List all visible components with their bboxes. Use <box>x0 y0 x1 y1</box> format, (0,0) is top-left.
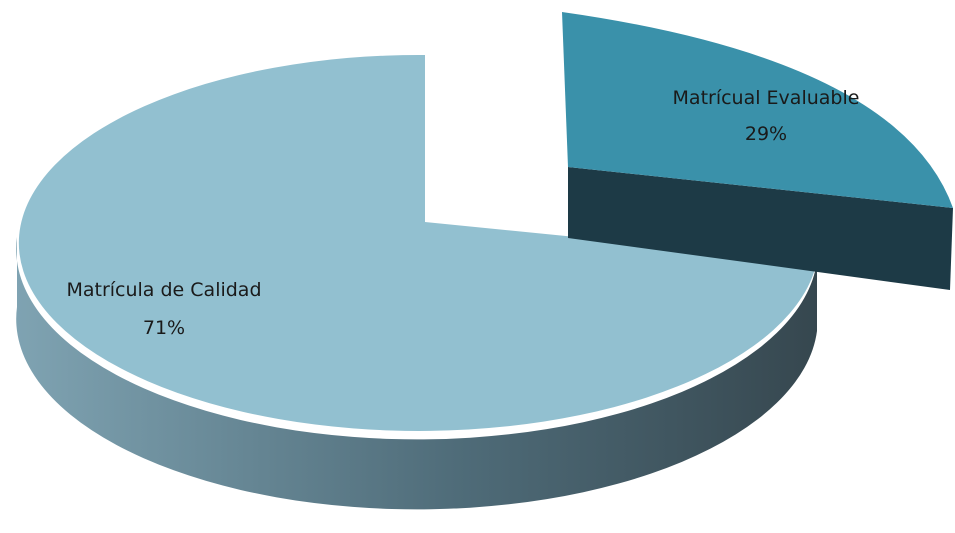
percent-matricual-evaluable: 29% <box>745 123 787 145</box>
label-matricual-evaluable: Matrícual Evaluable <box>673 87 860 109</box>
percent-matricula-de-calidad: 71% <box>143 317 185 339</box>
label-matricula-de-calidad: Matrícula de Calidad <box>66 279 261 301</box>
